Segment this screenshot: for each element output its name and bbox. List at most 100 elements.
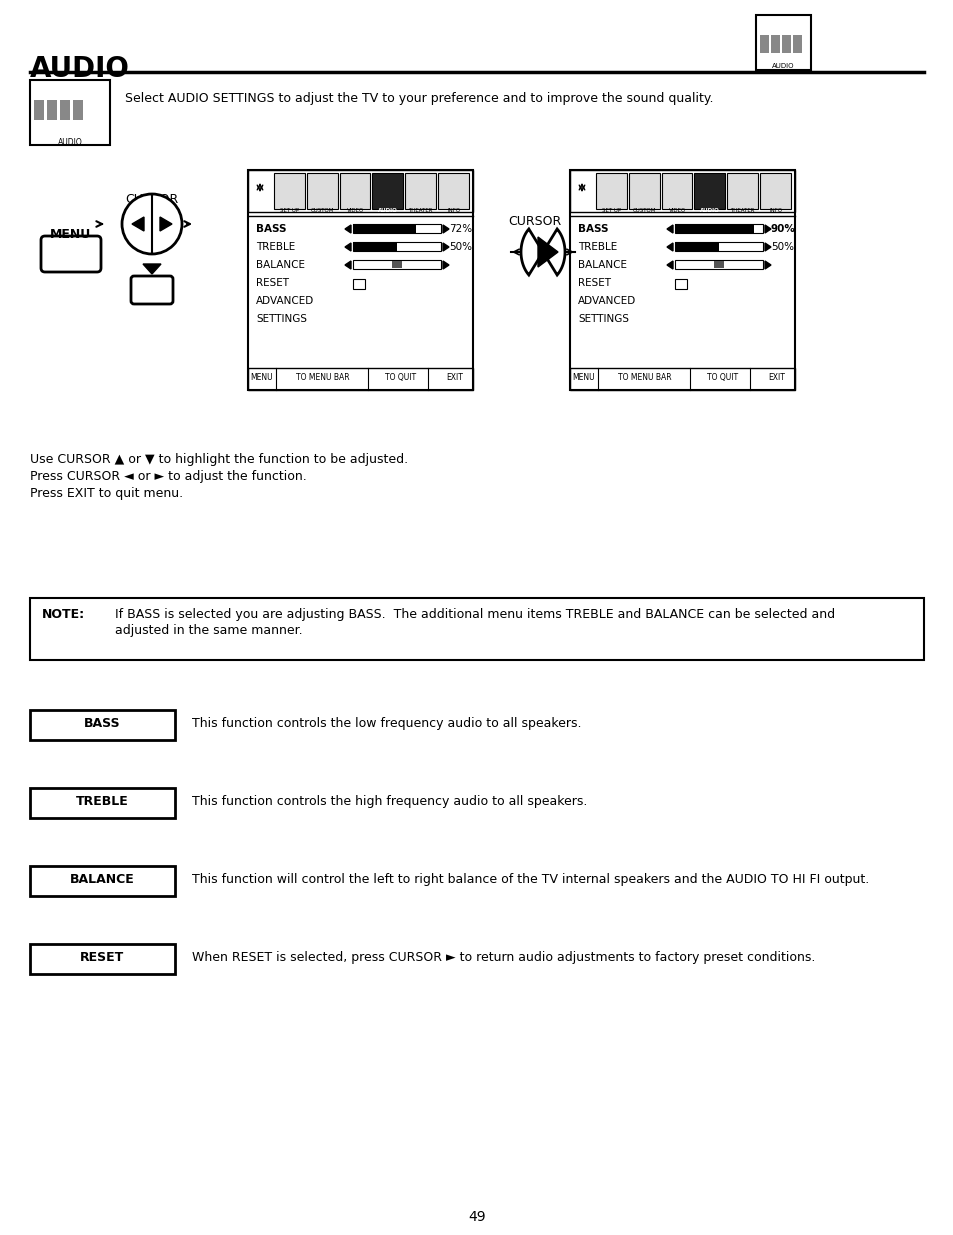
Text: This function controls the high frequency audio to all speakers.: This function controls the high frequenc… <box>192 795 587 808</box>
Bar <box>372 173 403 209</box>
Polygon shape <box>442 261 449 269</box>
Polygon shape <box>160 217 172 231</box>
Text: BASS: BASS <box>255 224 286 233</box>
Text: TREBLE: TREBLE <box>255 242 294 252</box>
Bar <box>569 170 794 212</box>
Text: ADVANCED: ADVANCED <box>255 296 314 306</box>
Text: EXIT: EXIT <box>768 373 784 382</box>
Bar <box>73 100 83 120</box>
Text: SET UP: SET UP <box>601 207 620 212</box>
Text: AUDIO: AUDIO <box>700 207 719 212</box>
Bar <box>437 173 469 209</box>
Polygon shape <box>442 243 449 251</box>
Text: TREBLE: TREBLE <box>75 795 129 808</box>
Polygon shape <box>537 237 558 267</box>
Text: Press CURSOR ◄ or ► to adjust the function.: Press CURSOR ◄ or ► to adjust the functi… <box>30 471 307 483</box>
Bar <box>353 242 440 251</box>
Bar <box>30 788 174 818</box>
Bar <box>30 866 174 897</box>
Bar <box>569 368 794 390</box>
Text: MENU: MENU <box>251 373 273 382</box>
Text: TO MENU BAR: TO MENU BAR <box>618 373 671 382</box>
Text: TO QUIT: TO QUIT <box>707 373 738 382</box>
Text: RESET: RESET <box>255 278 289 288</box>
Bar <box>248 170 473 212</box>
Text: BALANCE: BALANCE <box>578 261 626 270</box>
Bar <box>274 173 305 209</box>
Bar <box>339 173 370 209</box>
Text: If BASS is selected you are adjusting BASS.  The additional menu items TREBLE an: If BASS is selected you are adjusting BA… <box>115 608 834 621</box>
Circle shape <box>122 194 182 254</box>
Text: CURSOR: CURSOR <box>125 193 178 206</box>
Polygon shape <box>345 243 351 251</box>
Text: RESET: RESET <box>578 278 610 288</box>
Bar <box>661 173 692 209</box>
Bar <box>353 261 440 269</box>
Polygon shape <box>764 261 770 269</box>
Text: AUDIO: AUDIO <box>771 63 794 69</box>
Bar <box>248 368 473 390</box>
Polygon shape <box>764 225 770 233</box>
Text: CURSOR: CURSOR <box>507 215 560 228</box>
Text: TO QUIT: TO QUIT <box>385 373 416 382</box>
Bar <box>30 80 110 144</box>
Bar <box>760 35 768 53</box>
Polygon shape <box>666 261 672 269</box>
Bar <box>628 173 659 209</box>
Text: BASS: BASS <box>578 224 608 233</box>
Text: AUDIO: AUDIO <box>57 138 82 147</box>
Text: adjusted in the same manner.: adjusted in the same manner. <box>115 624 302 637</box>
Polygon shape <box>520 228 564 275</box>
FancyBboxPatch shape <box>131 275 172 304</box>
Text: BALANCE: BALANCE <box>70 873 134 885</box>
Text: SETTINGS: SETTINGS <box>255 314 307 324</box>
Bar <box>726 173 758 209</box>
Bar <box>675 261 762 269</box>
Bar <box>675 224 754 233</box>
Text: BALANCE: BALANCE <box>255 261 305 270</box>
Text: MENU: MENU <box>572 373 595 382</box>
Bar <box>353 279 365 289</box>
Text: 49: 49 <box>468 1210 485 1224</box>
Bar <box>713 261 723 268</box>
Text: 50%: 50% <box>770 242 793 252</box>
Bar <box>760 173 790 209</box>
Bar <box>675 224 762 233</box>
Bar <box>353 224 416 233</box>
Text: INFO: INFO <box>768 207 781 212</box>
Text: Use CURSOR ▲ or ▼ to highlight the function to be adjusted.: Use CURSOR ▲ or ▼ to highlight the funct… <box>30 453 408 466</box>
Text: This function will control the left to right balance of the TV internal speakers: This function will control the left to r… <box>192 873 868 885</box>
Text: VIDEO: VIDEO <box>668 207 685 212</box>
Polygon shape <box>442 225 449 233</box>
Text: TO MENU BAR: TO MENU BAR <box>295 373 350 382</box>
Text: CUSTOM: CUSTOM <box>311 207 334 212</box>
Text: THEATER: THEATER <box>730 207 754 212</box>
Polygon shape <box>132 217 144 231</box>
FancyBboxPatch shape <box>41 236 101 272</box>
Bar <box>30 944 174 974</box>
Text: TREBLE: TREBLE <box>578 242 617 252</box>
Bar <box>353 242 396 251</box>
Text: Press EXIT to quit menu.: Press EXIT to quit menu. <box>30 487 183 500</box>
Bar <box>34 100 44 120</box>
Bar <box>770 35 780 53</box>
Bar <box>596 173 626 209</box>
Bar <box>248 170 473 390</box>
Text: 50%: 50% <box>449 242 472 252</box>
Text: MENU: MENU <box>51 228 91 241</box>
Text: 72%: 72% <box>449 224 472 233</box>
Bar <box>60 100 70 120</box>
Text: SETTINGS: SETTINGS <box>578 314 628 324</box>
Text: When RESET is selected, press CURSOR ► to return audio adjustments to factory pr: When RESET is selected, press CURSOR ► t… <box>192 951 815 965</box>
Polygon shape <box>666 225 672 233</box>
Text: THEATER: THEATER <box>408 207 433 212</box>
Bar <box>30 598 923 659</box>
Polygon shape <box>764 243 770 251</box>
Bar <box>30 710 174 740</box>
Bar <box>675 279 686 289</box>
Polygon shape <box>666 243 672 251</box>
Polygon shape <box>345 261 351 269</box>
Bar <box>307 173 337 209</box>
Bar <box>405 173 436 209</box>
Bar <box>781 35 790 53</box>
